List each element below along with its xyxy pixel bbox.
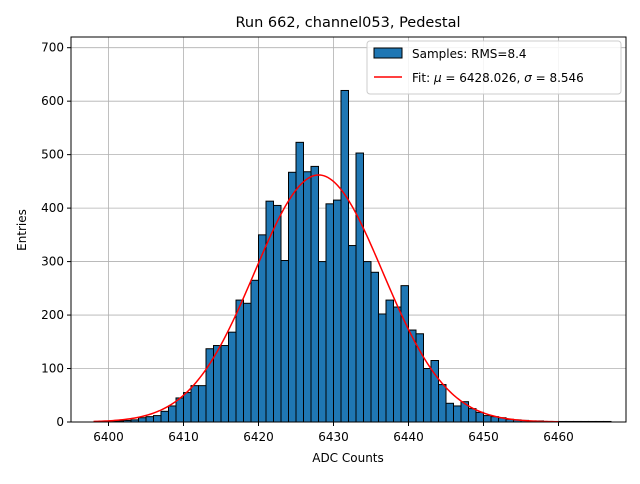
histogram-bar bbox=[378, 313, 387, 423]
legend-fit-sigma-symbol: σ bbox=[524, 71, 532, 85]
x-tick-label: 6420 bbox=[243, 430, 274, 444]
histogram-bar bbox=[258, 234, 267, 423]
histogram-bar bbox=[445, 402, 454, 423]
histogram-bar bbox=[280, 260, 289, 423]
histogram-bar bbox=[453, 405, 462, 423]
histogram-bar bbox=[228, 331, 237, 423]
histogram-bar bbox=[138, 417, 147, 423]
legend-samples-swatch bbox=[373, 47, 403, 59]
y-tick-label: 700 bbox=[41, 41, 64, 55]
y-tick-label: 500 bbox=[41, 148, 64, 162]
chart-title: Run 662, channel053, Pedestal bbox=[235, 15, 460, 31]
histogram-bar bbox=[265, 200, 274, 423]
histogram-bar bbox=[318, 261, 327, 423]
axes: 6400 6410 6420 6430 6440 6450 6460 0 100 200 300 40… bbox=[41, 36, 627, 444]
histogram-bar bbox=[220, 345, 229, 423]
histogram-bar bbox=[333, 199, 342, 423]
histogram-bar bbox=[243, 302, 252, 423]
histogram-bar bbox=[408, 329, 417, 423]
histogram-bar bbox=[438, 384, 447, 423]
x-tick-label: 6430 bbox=[318, 430, 349, 444]
y-tick-label: 600 bbox=[41, 94, 64, 108]
histogram-bar bbox=[363, 261, 372, 423]
histogram-bar bbox=[175, 397, 184, 423]
histogram-bar bbox=[370, 271, 379, 423]
histogram-bar bbox=[273, 204, 282, 423]
histogram-bar bbox=[250, 279, 259, 423]
histogram-bar bbox=[423, 368, 432, 423]
legend-fit-prefix: Fit: bbox=[412, 71, 434, 85]
histogram-bar bbox=[288, 171, 297, 423]
histogram-bar bbox=[385, 299, 394, 423]
x-axis-label: ADC Counts bbox=[312, 451, 384, 465]
y-tick-label: 100 bbox=[41, 362, 64, 376]
histogram-bar bbox=[183, 392, 192, 423]
histogram-bar bbox=[198, 385, 207, 423]
histogram-bar bbox=[153, 415, 162, 423]
histogram-bar bbox=[483, 415, 492, 423]
y-tick-label: 300 bbox=[41, 255, 64, 269]
legend-fit-label: Fit: μ = 6428.026, σ = 8.546 bbox=[412, 71, 584, 85]
histogram-bar bbox=[348, 245, 357, 423]
y-axis-label: Entries bbox=[15, 209, 29, 251]
y-tick-label: 0 bbox=[56, 415, 64, 429]
x-tick-label: 6410 bbox=[168, 430, 199, 444]
histogram-bar bbox=[340, 89, 349, 423]
histogram-bar bbox=[145, 416, 154, 423]
legend-fit-sigma-value: = 8.546 bbox=[532, 71, 584, 85]
y-tick-label: 400 bbox=[41, 201, 64, 215]
histogram-bar bbox=[190, 385, 199, 423]
legend-box bbox=[366, 40, 622, 95]
histogram-bar bbox=[475, 411, 484, 423]
x-tick-label: 6440 bbox=[393, 430, 424, 444]
x-tick-label: 6400 bbox=[93, 430, 124, 444]
fit-curve-group bbox=[93, 174, 559, 423]
histogram-bar bbox=[400, 285, 409, 423]
legend-fit-mu-symbol: μ bbox=[433, 71, 442, 85]
histogram-bar bbox=[235, 299, 244, 423]
histogram-bar bbox=[168, 405, 177, 423]
histogram-bar bbox=[393, 306, 402, 423]
histogram-bar bbox=[303, 171, 312, 423]
histogram-bar bbox=[310, 165, 319, 423]
histogram-bar bbox=[160, 410, 169, 423]
gaussian-fit-curve bbox=[93, 174, 559, 423]
histogram-bar bbox=[355, 152, 364, 423]
y-tick-label: 200 bbox=[41, 308, 64, 322]
x-tick-label: 6460 bbox=[543, 430, 574, 444]
x-tick-label: 6450 bbox=[468, 430, 499, 444]
legend: Samples: RMS=8.4 Fit: μ = 6428.026, σ = … bbox=[366, 40, 622, 95]
histogram-bar bbox=[295, 141, 304, 423]
histogram-bar bbox=[325, 203, 334, 423]
histogram-bar bbox=[468, 408, 477, 423]
plot-frame bbox=[70, 36, 627, 423]
legend-samples-label: Samples: RMS=8.4 bbox=[412, 47, 527, 61]
legend-fit-mu-value: = 6428.026, bbox=[442, 71, 525, 85]
